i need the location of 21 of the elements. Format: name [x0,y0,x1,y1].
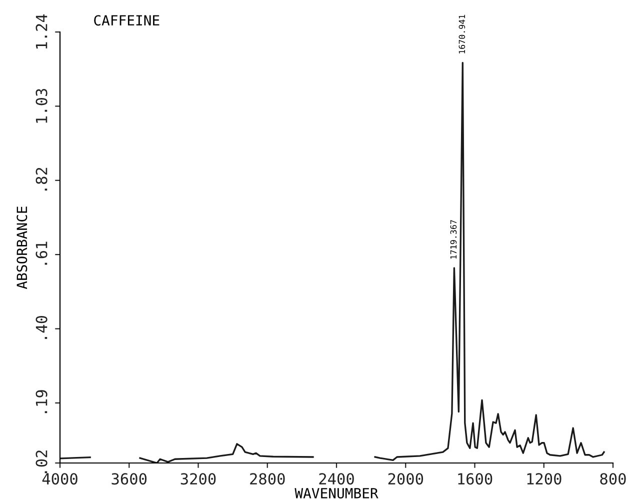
x-tick-label: 4000 [42,473,78,485]
x-tick-label: 2400 [319,473,354,485]
x-tick-label: 3200 [180,473,216,485]
annotation: 1670.941 [458,14,466,54]
y-tick-label: .82 [36,168,48,191]
x-tick-label: 1600 [458,473,492,485]
y-tick-label: .61 [36,242,48,265]
x-tick-label: 2000 [388,473,424,485]
y-tick-label: 1.24 [36,14,48,49]
x-tick-label: 1200 [527,473,562,485]
y-tick-label: .40 [36,316,48,339]
annotation: 1719.367 [450,220,457,259]
y-tick-label: .19 [36,390,48,414]
x-tick-label: 800 [600,473,626,485]
y-tick-label: .02 [36,450,48,474]
x-tick-label: 2800 [250,473,285,485]
chart-title: CAFFEINE [94,15,160,26]
y-tick-label: 1.03 [36,88,48,123]
x-axis-title: WAVENUMBER [294,488,378,498]
y-axis-title: ABSORBANCE [16,206,28,290]
x-tick-label: 3600 [112,473,147,485]
